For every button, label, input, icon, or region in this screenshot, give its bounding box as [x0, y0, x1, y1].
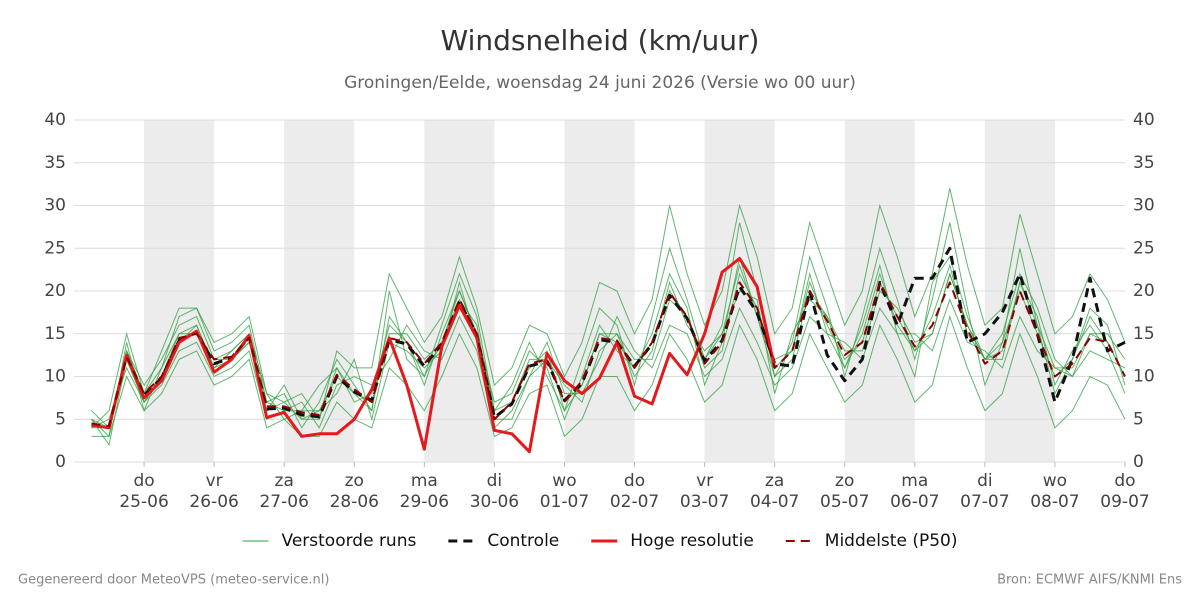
y-tick-label: 15 [44, 324, 66, 344]
x-tick-label: do 09-07 [1100, 471, 1150, 512]
x-tick-label: za 27-06 [259, 471, 309, 512]
y2-tick-label: 0 [1133, 452, 1144, 472]
x-tick-label: wo 08-07 [1030, 471, 1080, 512]
y-tick-label: 30 [44, 196, 66, 216]
y-tick-label: 25 [44, 238, 66, 258]
x-tick-label: za 04-07 [749, 471, 800, 512]
legend-label: Middelste (P50) [825, 531, 958, 551]
y2-tick-label: 40 [1133, 110, 1155, 130]
x-tick-label: di 30-06 [469, 471, 520, 512]
x-tick-label: do 25-06 [119, 471, 169, 512]
x-tick-label: vr 03-07 [679, 471, 730, 512]
y2-tick-label: 30 [1133, 196, 1155, 216]
y2-tick-label: 10 [1133, 367, 1155, 387]
footer-right: Bron: ECMWF AIFS/KNMI Ens [997, 573, 1182, 588]
x-tick-label: di 07-07 [960, 471, 1010, 512]
x-tick-label: wo 01-07 [539, 471, 590, 512]
legend-label: Verstoorde runs [282, 531, 417, 551]
ensemble-line [91, 188, 1126, 429]
x-tick-label: vr 26-06 [189, 471, 239, 512]
footer-left: Gegenereerd door MeteoVPS (meteo-service… [18, 573, 329, 588]
legend-label: Controle [487, 531, 559, 551]
y2-tick-label: 15 [1133, 324, 1155, 344]
y2-tick-label: 35 [1133, 153, 1155, 173]
series-line [91, 257, 777, 454]
ensemble-line [91, 222, 1126, 438]
y-tick-label: 5 [55, 409, 66, 429]
chart-title: Windsnelheid (km/uur) [441, 24, 760, 57]
y-tick-label: 20 [44, 281, 66, 301]
y2-tick-label: 25 [1133, 238, 1155, 258]
chart-subtitle: Groningen/Eelde, woensdag 24 juni 2026 (… [344, 73, 856, 93]
x-tick-label: zo 05-07 [820, 471, 870, 512]
y-tick-label: 0 [55, 452, 66, 472]
ensemble-line [91, 314, 1126, 438]
y-tick-label: 10 [44, 367, 66, 387]
y2-tick-label: 20 [1133, 281, 1155, 301]
series-line [91, 281, 1126, 428]
x-tick-label: zo 28-06 [329, 471, 379, 512]
legend: Verstoorde runs Controle Hoge resolutie Mid… [242, 531, 958, 551]
x-tick-label: ma 29-06 [399, 471, 450, 512]
legend-label: Hoge resolutie [630, 531, 754, 551]
y-tick-label: 35 [44, 153, 66, 173]
y-tick-label: 40 [44, 110, 66, 130]
x-tick-label: ma 06-07 [890, 471, 940, 512]
x-tick-label: do 02-07 [609, 471, 660, 512]
y2-tick-label: 5 [1133, 409, 1144, 429]
